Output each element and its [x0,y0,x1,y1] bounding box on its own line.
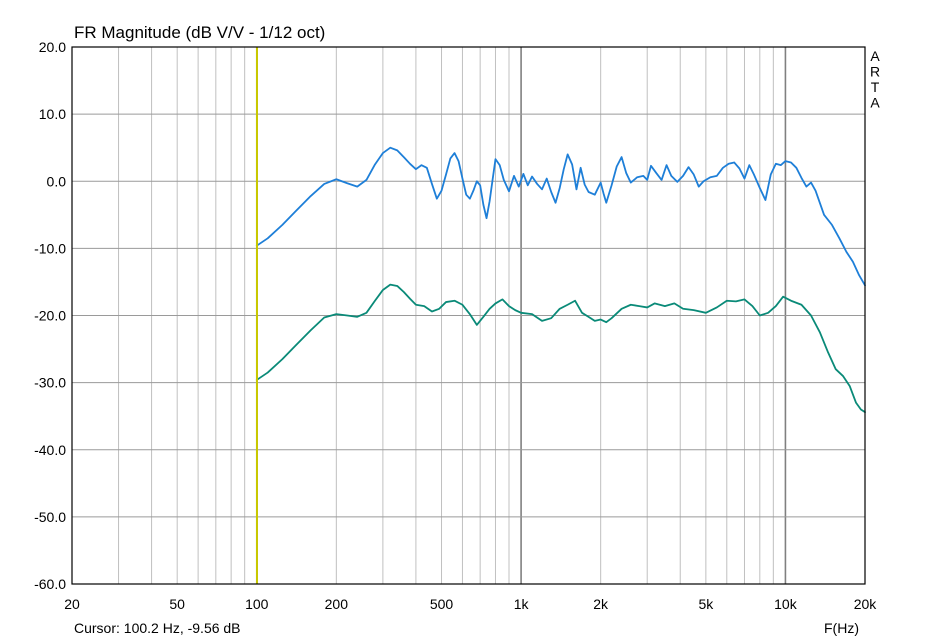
x-tick-label: 500 [430,596,454,612]
y-tick-label: -20.0 [34,308,66,324]
series-line-2 [255,283,866,414]
x-axis-label: F(Hz) [824,620,859,636]
y-tick-labels: 20.0 10.0 0.0 -10.0 -20.0 -30.0 -40.0 -50.0 -60.… [34,39,66,592]
y-tick-label: -40.0 [34,442,66,458]
series-line-1 [255,146,866,287]
x-tick-label: 20 [64,596,80,612]
watermark-letter: A [870,95,880,111]
x-tick-label: 5k [698,596,714,612]
y-tick-label: -30.0 [34,375,66,391]
plot-frame [71,46,866,585]
x-tick-label: 200 [325,596,349,612]
y-tick-label: -60.0 [34,576,66,592]
watermark-letter: R [870,64,880,80]
y-tick-label: -10.0 [34,240,66,256]
x-tick-label: 2k [593,596,609,612]
cursor-readout: Cursor: 100.2 Hz, -9.56 dB [74,620,241,636]
watermark-letter: A [870,48,880,64]
major-grid [72,46,865,585]
y-tick-label: 10.0 [39,106,66,122]
y-tick-label: 0.0 [47,173,67,189]
x-tick-label: 50 [169,596,185,612]
y-tick-label: 20.0 [39,39,66,55]
series-layer [255,146,866,414]
x-tick-label: 20k [854,596,878,612]
x-tick-label: 10k [774,596,798,612]
x-tick-label: 100 [245,596,269,612]
y-tick-label: -50.0 [34,509,66,525]
chart-title: FR Magnitude (dB V/V - 1/12 oct) [74,23,325,42]
x-tick-label: 1k [514,596,530,612]
x-tick-labels: 20 50 100 200 500 1k 2k 5k 10k 20k [64,596,877,612]
watermark-letter: T [871,79,880,95]
